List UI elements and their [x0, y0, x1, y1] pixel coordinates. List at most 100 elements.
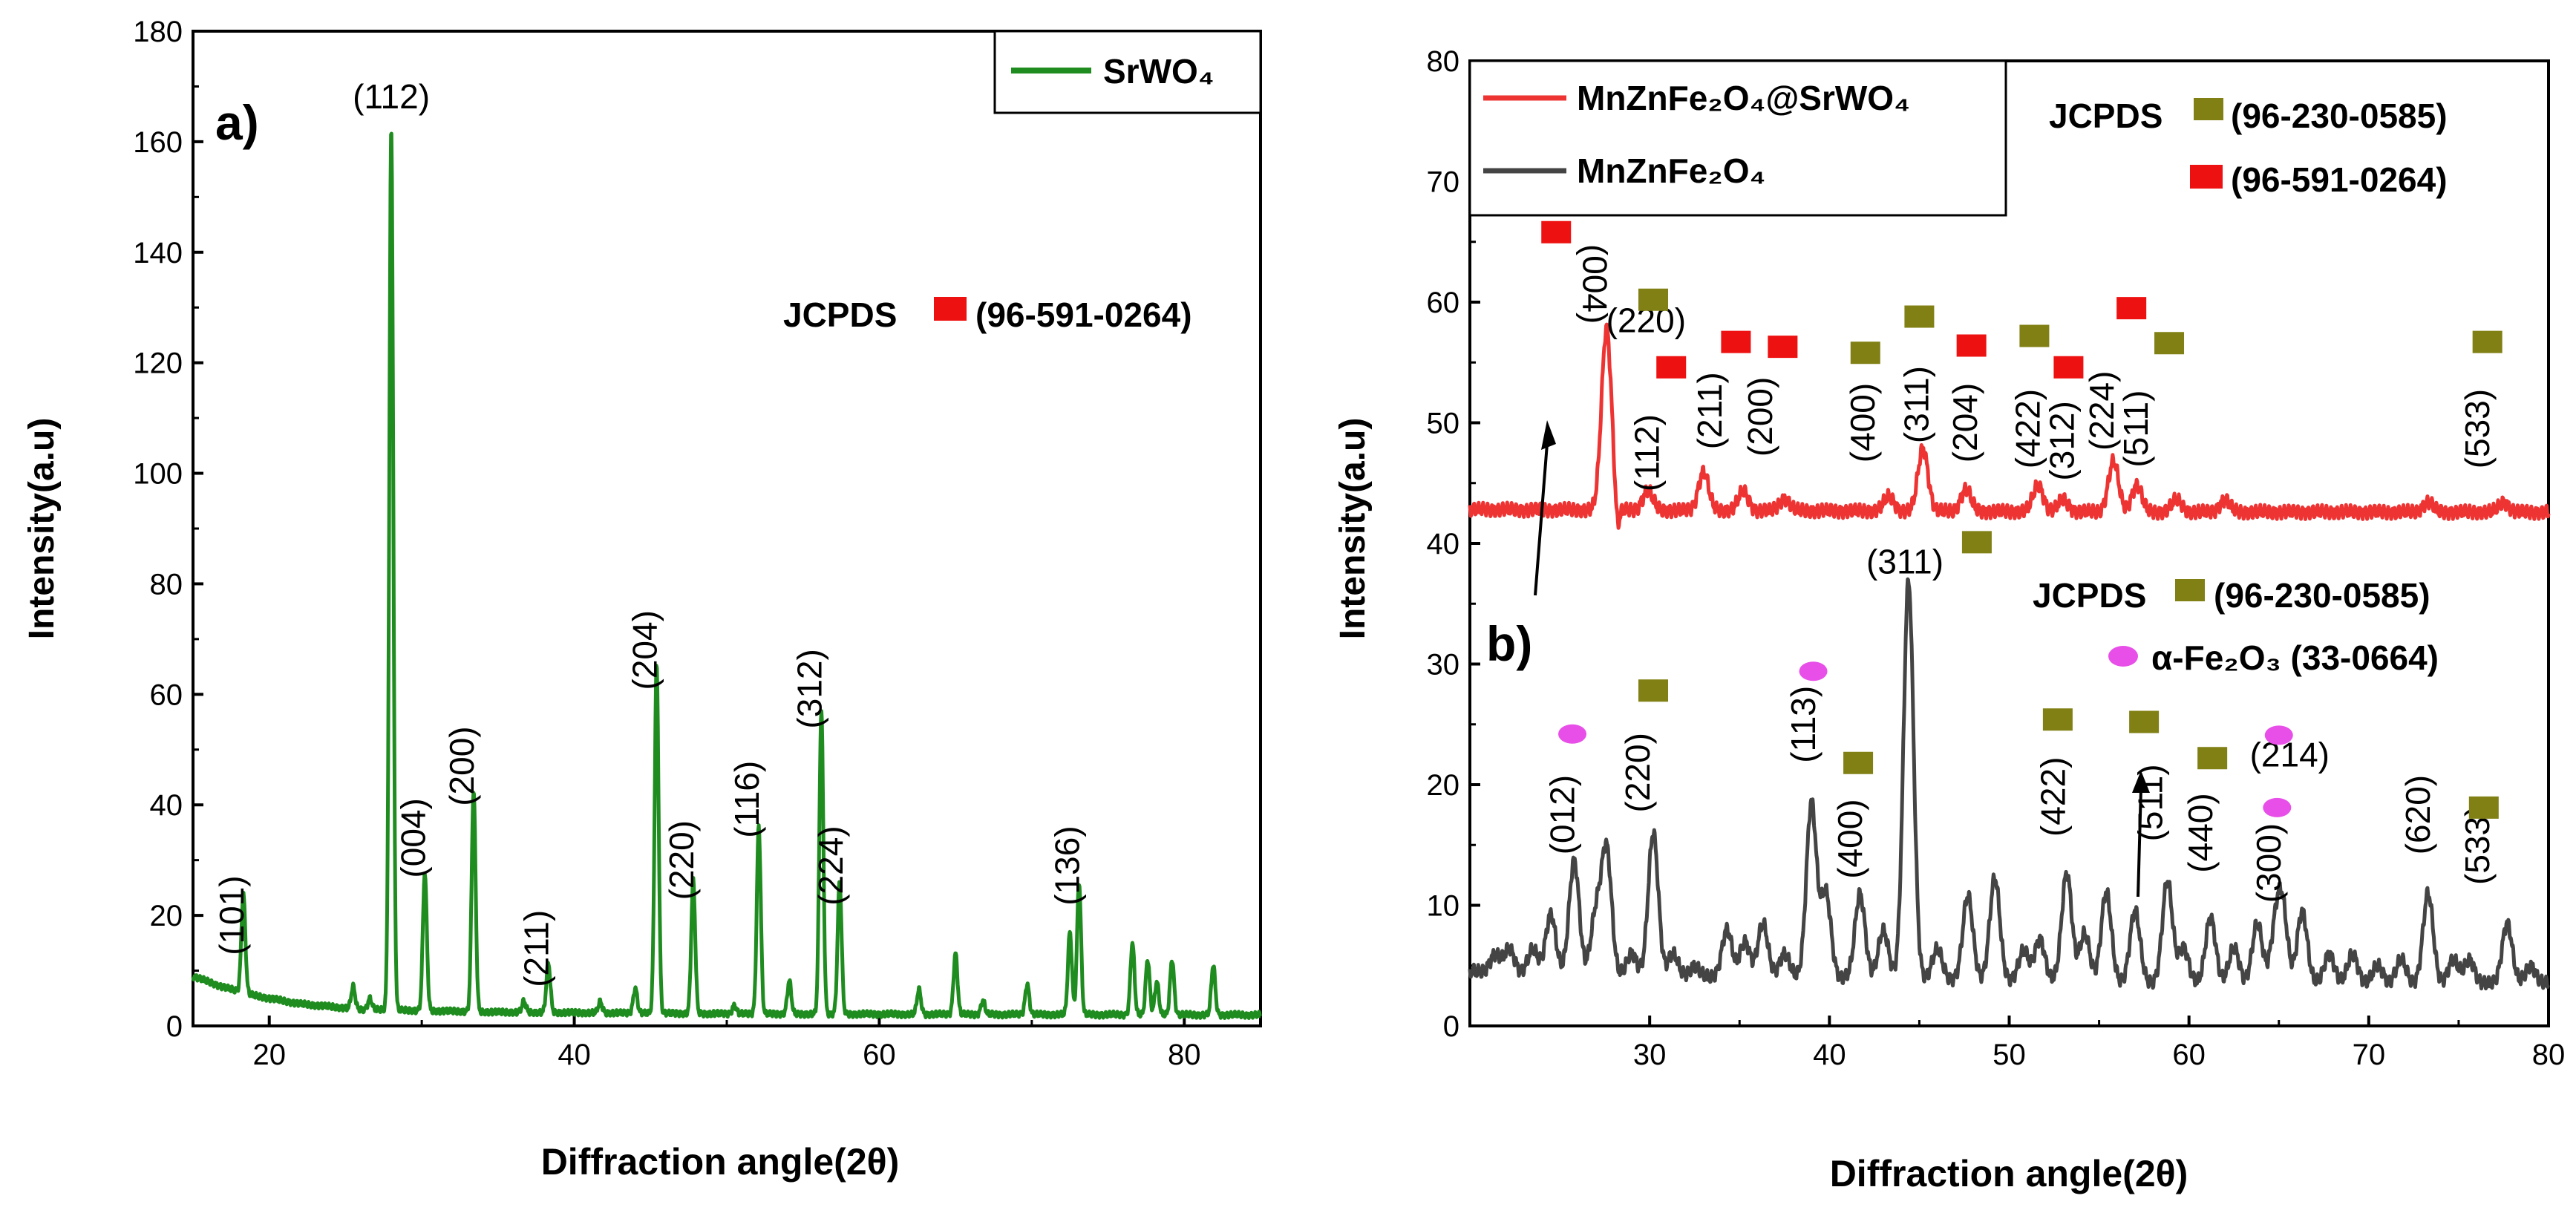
series-line-b-0	[1468, 322, 2551, 530]
peak-label: (200)	[1741, 377, 1779, 457]
panel-b-reference-markers	[1541, 220, 2503, 819]
panel-a-y-tick-label: 120	[133, 347, 183, 380]
reference-marker-olive	[2472, 330, 2503, 353]
panel-a-y-tick-label: 40	[150, 789, 183, 822]
arrow-214	[2137, 788, 2142, 898]
peak-label: (214)	[2250, 736, 2330, 774]
alpha-fe2o3-marker-magenta	[2108, 646, 2138, 667]
reference-marker-red	[2116, 297, 2147, 320]
peak-label: (311)	[1897, 366, 1936, 443]
panel-b-x-tick-label: 80	[2532, 1039, 2566, 1071]
panel-b-y-tick-label: 20	[1427, 769, 1460, 802]
reference-marker-olive	[2468, 796, 2499, 819]
panel-b-x-tick-label: 70	[2353, 1039, 2386, 1071]
reference-marker-magenta	[2264, 725, 2293, 745]
peak-label: (004)	[393, 798, 432, 877]
alpha-fe2o3-label: α-Fe₂O₃ (33-0664)	[2151, 638, 2439, 677]
peak-label: (004)	[1576, 244, 1615, 324]
panel-b-peak-labels: (004) (220) (112) (211) (200) (400) (311) (204)…	[1543, 244, 2497, 903]
peak-label: (012)	[1543, 775, 1582, 854]
peak-label: (620)	[2399, 775, 2437, 854]
series-line-b-1	[1468, 577, 2550, 991]
panel-a-y-tick-label: 60	[150, 679, 183, 711]
peak-label: (533)	[2458, 389, 2497, 468]
legend-label-ferrite: MnZnFe₂O₄	[1577, 151, 1765, 190]
peak-label: (204)	[1946, 383, 1984, 462]
panel-b-y-tick-label: 60	[1427, 287, 1460, 319]
peak-label: (311)	[1866, 543, 1944, 581]
peak-label: (224)	[811, 825, 850, 905]
panel-a-jcpds-reference: JCPDS (96-591-0264)	[783, 295, 1192, 334]
jcpds-label-b3: JCPDS	[2033, 576, 2146, 615]
reference-marker-olive	[1638, 679, 1669, 702]
peak-label: (511)	[2131, 764, 2169, 841]
panel-a-y-axis-label: Intensity(a.u)	[22, 418, 62, 640]
peak-label: (101)	[212, 875, 251, 955]
panel-b-jcpds-reference-top: JCPDS (96-230-0585) (96-591-0264)	[2049, 97, 2448, 199]
legend-label-srwo4: SrWO₄	[1103, 52, 1215, 91]
panel-b-jcpds-reference-bottom: JCPDS (96-230-0585) α-Fe₂O₃ (33-0664)	[2033, 576, 2439, 677]
legend-label-composite: MnZnFe₂O₄@SrWO₄	[1577, 79, 1910, 117]
panel-b-x-tick-label: 30	[1633, 1039, 1667, 1071]
panel-a-y-tick-label: 0	[166, 1010, 183, 1043]
peak-label: (211)	[517, 910, 556, 987]
reference-marker-olive	[2042, 708, 2073, 731]
peak-label: (312)	[2043, 401, 2082, 480]
reference-marker-red	[1956, 334, 1987, 357]
reference-marker-red	[1768, 336, 1798, 359]
panel-a-series	[191, 131, 1262, 1020]
reference-marker-olive	[1638, 288, 1669, 311]
reference-marker-olive	[2154, 332, 2185, 355]
panel-b-x-tick-label: 40	[1813, 1039, 1846, 1071]
peak-label: (511)	[2116, 390, 2155, 468]
panel-b-y-tick-label: 0	[1443, 1010, 1459, 1043]
panel-a-plot-area	[192, 30, 1262, 1027]
panel-a-y-tick-label: 160	[133, 126, 183, 159]
panel-a-y-tick-label: 80	[150, 568, 183, 601]
panel-a-y-tick-label: 20	[150, 900, 183, 932]
peak-label: (220)	[662, 820, 701, 900]
peak-label: (422)	[2034, 757, 2073, 837]
peak-label: (136)	[1048, 825, 1087, 905]
peak-label: (220)	[1618, 733, 1657, 812]
panel-a-x-tick-label: 40	[558, 1039, 591, 1071]
peak-label: (116)	[728, 761, 766, 838]
panel-b-y-tick-label: 10	[1427, 890, 1460, 923]
panel-a-label: a)	[215, 95, 259, 150]
jcpds-code-b2: (96-591-0264)	[2231, 160, 2448, 199]
panel-a-peak-labels: (101) (112) (004) (200) (211) (204) (220) (116)…	[212, 77, 1087, 987]
peak-label: (440)	[2181, 793, 2220, 872]
jcpds-marker-olive-b3	[2175, 579, 2205, 601]
series-line-a-0	[191, 131, 1262, 1020]
reference-marker-magenta	[2263, 797, 2292, 817]
panel-b-x-axis-label: Diffraction angle(2θ)	[1830, 1153, 2188, 1194]
panel-a-axes: 0 20 40 60 80 100 120 140 160 180 20 40 60 80	[133, 16, 1200, 1071]
reference-marker-olive	[1904, 305, 1935, 328]
panel-a-x-tick-label: 80	[1168, 1039, 1201, 1071]
panel-b-y-axis-label: Intensity(a.u)	[1333, 418, 1373, 640]
peak-label: (204)	[626, 610, 664, 690]
reference-marker-olive	[2197, 747, 2228, 770]
peak-label: (224)	[2082, 371, 2121, 451]
reference-marker-olive	[2019, 324, 2050, 347]
panel-b-x-tick-label: 50	[1993, 1039, 2026, 1071]
panel-b-x-tick-label: 60	[2172, 1039, 2206, 1071]
jcpds-code-b3: (96-230-0585)	[2214, 576, 2430, 615]
peak-label: (400)	[1831, 799, 1869, 878]
panel-a-y-tick-label: 140	[133, 237, 183, 269]
panel-a-legend: SrWO₄	[993, 30, 1262, 114]
reference-marker-olive	[1850, 341, 1880, 364]
panel-b-series	[1468, 322, 2551, 991]
panel-b-label: b)	[1486, 616, 1532, 671]
peak-label: (200)	[442, 726, 481, 805]
peak-label: (112)	[353, 77, 430, 116]
jcpds-marker-red-b2	[2190, 165, 2223, 189]
peak-label: (400)	[1843, 383, 1882, 462]
peak-label: (422)	[2009, 389, 2047, 468]
panel-a-x-tick-label: 60	[863, 1039, 896, 1071]
panel-a-y-tick-label: 180	[133, 16, 183, 48]
jcpds-label-b1: JCPDS	[2049, 97, 2163, 135]
panel-b: 0 10 20 30 40 50 60 70 80 30 40 50 60 70 80 (004) (220)…	[1333, 45, 2565, 1194]
